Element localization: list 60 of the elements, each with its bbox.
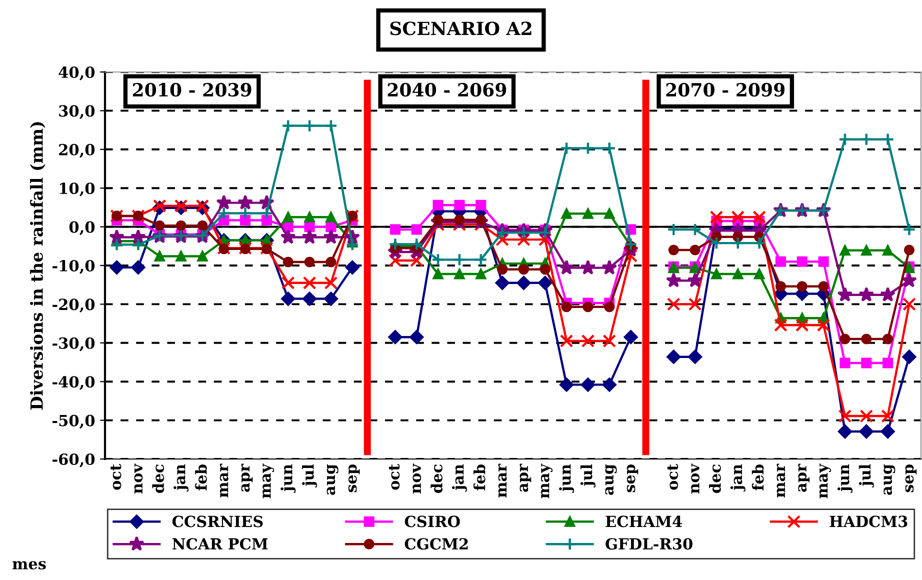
x-tick-label: aug <box>326 464 338 495</box>
y-tick-label: 40,0 <box>58 66 95 80</box>
y-tick-label: 20,0 <box>59 144 95 158</box>
y-tick-label: -10,0 <box>52 260 95 274</box>
x-tick-label: feb <box>195 464 207 490</box>
x-tick-label: may <box>540 463 553 498</box>
x-tick-label: oct <box>667 464 678 490</box>
y-tick-label: 30,0 <box>59 105 95 120</box>
y-tick-label: -30,0 <box>52 337 95 352</box>
y-tick-label: -60,0 <box>52 453 95 468</box>
x-tick-label: jan <box>174 464 189 492</box>
x-tick-label: nov <box>691 463 700 494</box>
y-tick-label: -20,0 <box>52 298 95 313</box>
y-tick-label: -40,0 <box>52 376 95 390</box>
x-tick-label: dec <box>709 464 721 493</box>
x-tick-label: jan <box>452 464 467 492</box>
legend-label: CSIRO <box>404 516 460 528</box>
x-tick-label: oct <box>389 464 400 490</box>
x-tick-label: jul <box>302 464 318 488</box>
x-tick-label: dec <box>430 464 442 493</box>
annotation: 2070 - 2099 <box>666 82 784 97</box>
x-tick-label: oct <box>110 464 122 490</box>
legend-label: CCSRNIES <box>172 516 263 528</box>
x-tick-label: feb <box>752 464 764 490</box>
x-tick-label: jan <box>730 464 746 492</box>
x-tick-label: aug <box>884 464 896 495</box>
y-axis-title: Diversions in the rainfall (mm) <box>30 122 46 410</box>
x-tick-label: sep <box>348 464 360 492</box>
x-tick-label: jun <box>280 464 296 493</box>
x-tick-label: apr <box>520 464 532 492</box>
legend-label: HADCM3 <box>830 516 908 528</box>
x-tick-label: nov <box>412 463 422 494</box>
y-tick-label: -50,0 <box>52 414 95 429</box>
x-tick-label: mar <box>498 464 507 498</box>
x-axis-title: mes <box>12 561 46 570</box>
annotation: 2040 - 2069 <box>388 82 506 97</box>
legend-label: NCAR PCM <box>172 538 268 550</box>
y-tick-label: 0,0 <box>69 221 95 236</box>
legend-label: ECHAM4 <box>606 516 682 528</box>
x-tick-label: jun <box>837 464 852 493</box>
x-tick-label: apr <box>798 464 810 492</box>
y-tick-label: 10,0 <box>60 182 95 196</box>
x-tick-label: jun <box>559 464 574 493</box>
annotation: 2010 - 2039 <box>132 82 252 97</box>
chart-title: SCENARIO A2 <box>390 22 532 36</box>
legend-label: CGCM2 <box>404 538 468 550</box>
x-tick-label: nov <box>134 463 143 494</box>
x-tick-label: mar <box>220 464 228 498</box>
x-tick-label: sep <box>626 464 638 492</box>
x-tick-label: aug <box>605 464 617 495</box>
x-tick-label: may <box>819 463 831 498</box>
x-tick-label: jul <box>580 464 596 488</box>
x-tick-label: mar <box>776 464 786 498</box>
x-tick-label: may <box>262 463 274 498</box>
x-tick-label: apr <box>241 464 253 492</box>
x-tick-label: feb <box>473 464 486 490</box>
x-tick-label: sep <box>905 464 917 492</box>
legend-label: GFDL-R30 <box>606 538 692 550</box>
x-tick-label: jul <box>858 464 874 488</box>
x-tick-label: dec <box>152 464 164 493</box>
